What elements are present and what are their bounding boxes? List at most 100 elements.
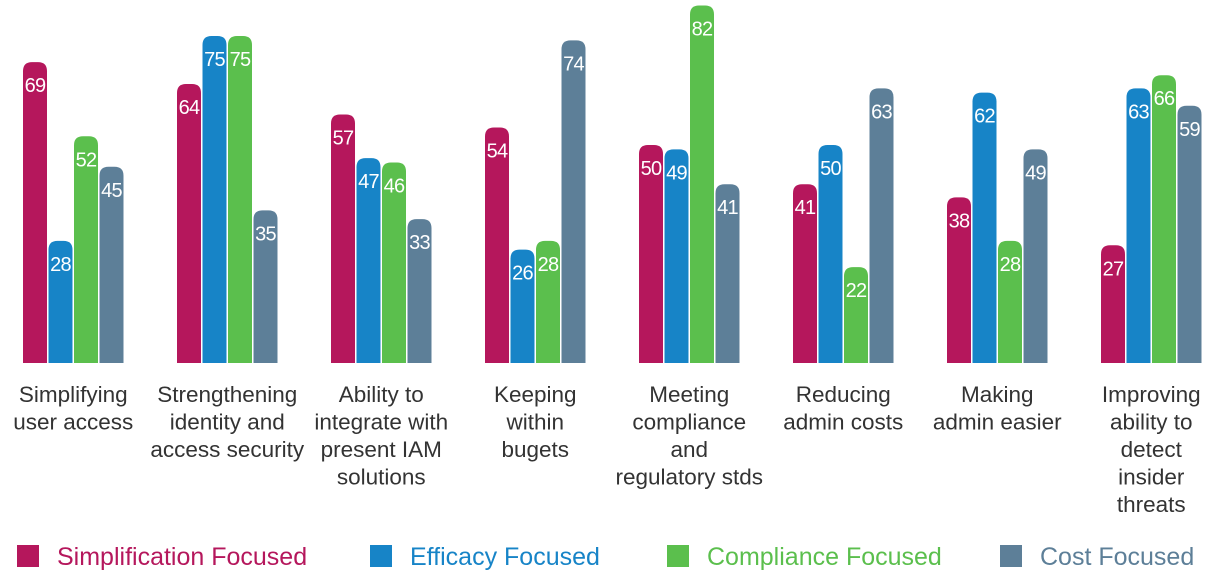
bar-cost-focused-5 xyxy=(715,184,740,363)
data-label-simplification-focused-7: 38 xyxy=(949,210,970,232)
data-label-simplification-focused-6: 41 xyxy=(795,197,816,219)
data-label-cost-focused-3: 33 xyxy=(409,232,430,254)
category-label-line: admin easier xyxy=(933,410,1062,435)
data-label-cost-focused-6: 63 xyxy=(871,101,892,123)
bar-efficacy-focused-4 xyxy=(510,249,535,363)
data-label-efficacy-focused-3: 47 xyxy=(358,171,379,193)
data-label-compliance-focused-6: 22 xyxy=(846,280,867,302)
bar-compliance-focused-3 xyxy=(382,162,406,363)
data-label-efficacy-focused-8: 63 xyxy=(1128,101,1149,123)
category-label-line: and xyxy=(670,437,708,462)
category-label-line: detect xyxy=(1121,437,1183,462)
category-label-line: insider xyxy=(1118,465,1185,490)
data-label-compliance-focused-1: 52 xyxy=(76,149,97,171)
data-label-cost-focused-5: 41 xyxy=(717,197,738,219)
data-label-simplification-focused-4: 54 xyxy=(487,141,508,163)
data-label-efficacy-focused-5: 49 xyxy=(666,162,687,184)
bar-cost-focused-8 xyxy=(1177,105,1202,363)
bar-compliance-focused-2 xyxy=(228,36,252,363)
category-label-line: identity and xyxy=(170,410,285,435)
category-label-8: Improving ability to detect insider threats xyxy=(1102,382,1201,517)
data-label-efficacy-focused-1: 28 xyxy=(50,254,71,276)
bar-simplification-focused-4 xyxy=(485,127,509,363)
data-label-compliance-focused-2: 75 xyxy=(230,49,251,71)
bar-compliance-focused-5 xyxy=(690,5,714,363)
bar-simplification-focused-1 xyxy=(23,62,47,363)
category-label-1: Simplifying user access xyxy=(13,382,133,435)
data-label-simplification-focused-3: 57 xyxy=(333,127,354,149)
category-label-4: Keeping within bugets xyxy=(494,382,577,462)
category-labels-layer: Simplifying user access Strengthening ident… xyxy=(13,382,1200,517)
data-label-efficacy-focused-7: 62 xyxy=(974,106,995,128)
category-label-line: admin costs xyxy=(783,410,903,435)
data-label-cost-focused-7: 49 xyxy=(1025,162,1046,184)
category-label-line: Keeping xyxy=(494,382,577,407)
category-label-line: Strengthening xyxy=(157,382,297,407)
legend-swatch-efficacy-focused xyxy=(370,545,392,567)
data-label-simplification-focused-5: 50 xyxy=(641,158,662,180)
data-label-compliance-focused-4: 28 xyxy=(538,254,559,276)
data-label-cost-focused-1: 45 xyxy=(101,180,122,202)
category-label-2: Strengthening identity and access security xyxy=(150,382,305,462)
legend-label-compliance-focused: Compliance Focused xyxy=(707,543,942,571)
bar-efficacy-focused-2 xyxy=(202,36,227,363)
data-label-simplification-focused-1: 69 xyxy=(25,75,46,97)
category-label-line: within xyxy=(505,410,564,435)
bar-compliance-focused-6 xyxy=(844,267,868,363)
bar-cost-focused-2 xyxy=(253,210,278,363)
data-label-compliance-focused-8: 66 xyxy=(1154,88,1175,110)
bar-simplification-focused-8 xyxy=(1101,245,1125,363)
category-label-line: Reducing xyxy=(796,382,891,407)
legend-label-simplification-focused: Simplification Focused xyxy=(57,543,307,571)
category-label-line: present IAM xyxy=(321,437,442,462)
category-label-line: Ability to xyxy=(339,382,424,407)
category-label-line: solutions xyxy=(337,465,426,490)
bar-compliance-focused-4 xyxy=(536,240,560,363)
data-label-simplification-focused-2: 64 xyxy=(179,97,200,119)
bar-efficacy-focused-5 xyxy=(664,149,689,363)
data-label-compliance-focused-5: 82 xyxy=(692,18,713,40)
bar-simplification-focused-2 xyxy=(177,83,201,364)
bar-cost-focused-4 xyxy=(561,40,586,364)
category-label-line: Improving xyxy=(1102,382,1201,407)
bar-simplification-focused-3 xyxy=(331,114,355,363)
category-label-6: Reducing admin costs xyxy=(783,382,903,435)
bar-efficacy-focused-3 xyxy=(356,158,381,363)
data-label-efficacy-focused-4: 26 xyxy=(512,263,533,285)
category-label-line: bugets xyxy=(501,437,569,462)
bar-cost-focused-1 xyxy=(99,166,124,363)
category-label-line: regulatory stds xyxy=(615,465,763,490)
legend-label-efficacy-focused: Efficacy Focused xyxy=(410,543,600,571)
data-label-cost-focused-8: 59 xyxy=(1179,119,1200,141)
bar-compliance-focused-8 xyxy=(1152,75,1176,364)
data-label-efficacy-focused-2: 75 xyxy=(204,49,225,71)
data-label-efficacy-focused-6: 50 xyxy=(820,158,841,180)
category-label-line: threats xyxy=(1117,492,1186,517)
category-label-line: access security xyxy=(150,437,305,462)
legend-swatch-cost-focused xyxy=(1000,545,1022,567)
data-label-cost-focused-4: 74 xyxy=(563,53,584,75)
bar-efficacy-focused-1 xyxy=(48,240,73,363)
bar-efficacy-focused-8 xyxy=(1126,88,1151,363)
category-label-line: Simplifying xyxy=(19,382,128,407)
data-label-compliance-focused-3: 46 xyxy=(384,175,405,197)
data-label-compliance-focused-7: 28 xyxy=(1000,254,1021,276)
data-label-cost-focused-2: 35 xyxy=(255,223,276,245)
category-label-line: user access xyxy=(13,410,133,435)
legend: Simplification Focused Efficacy Focused Co… xyxy=(17,543,1194,571)
category-label-3: Ability to integrate with present IAM solut… xyxy=(314,382,448,490)
bar-simplification-focused-7 xyxy=(947,197,971,363)
bar-simplification-focused-5 xyxy=(639,145,663,363)
bar-efficacy-focused-6 xyxy=(818,145,843,363)
legend-swatch-compliance-focused xyxy=(667,545,689,567)
bar-cost-focused-6 xyxy=(869,88,894,363)
legend-swatch-simplification-focused xyxy=(17,545,39,567)
bar-compliance-focused-1 xyxy=(74,136,98,363)
bar-efficacy-focused-7 xyxy=(972,92,997,364)
category-label-5: Meeting compliance and regulatory stds xyxy=(615,382,763,490)
category-label-line: ability to xyxy=(1110,410,1193,435)
category-label-line: Meeting xyxy=(649,382,729,407)
bar-simplification-focused-6 xyxy=(793,184,817,363)
